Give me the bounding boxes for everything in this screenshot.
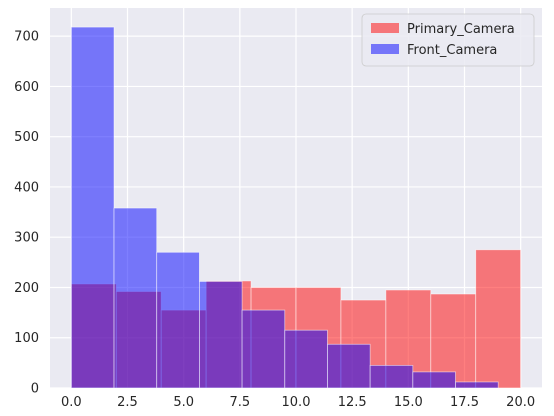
bar-front-camera-0	[70, 26, 115, 389]
histogram-bars	[70, 26, 522, 389]
bar-front-camera-2	[156, 251, 200, 389]
y-tick-label: 200	[14, 281, 39, 296]
series-Front_Camera	[70, 26, 499, 389]
x-tick-label: 15.0	[394, 395, 423, 410]
y-tick-label: 700	[14, 30, 39, 45]
legend: Primary_Camera Front_Camera	[361, 13, 535, 67]
bar-front-camera-9	[455, 381, 499, 389]
bar-front-camera-4	[241, 309, 286, 389]
y-tick-label: 600	[14, 80, 39, 95]
x-tick-label: 10.0	[282, 395, 311, 410]
bar-primary-camera-9	[475, 249, 522, 389]
x-tick-label: 0.0	[61, 395, 82, 410]
legend-label-front-camera: Front_Camera	[407, 43, 497, 58]
y-tick-label: 100	[14, 331, 39, 346]
legend-swatch-primary-camera	[371, 23, 399, 33]
legend-swatch-front-camera	[371, 44, 399, 54]
y-axis-ticks: 0 100 200 300 400 500 600 700	[14, 30, 39, 397]
x-axis-ticks: 0.0 2.5 5.0 7.5 10.0 12.5 15.0 17.5 20.0	[61, 395, 535, 410]
y-tick-label: 300	[14, 231, 39, 246]
x-tick-label: 2.5	[117, 395, 138, 410]
bar-front-camera-5	[284, 329, 328, 389]
x-tick-label: 20.0	[506, 395, 535, 410]
bar-front-camera-3	[198, 281, 243, 389]
y-tick-label: 500	[14, 130, 39, 145]
legend-label-primary-camera: Primary_Camera	[407, 22, 515, 37]
x-tick-label: 12.5	[338, 395, 367, 410]
bar-front-camera-1	[113, 207, 158, 389]
y-tick-label: 0	[31, 382, 39, 397]
bar-front-camera-8	[412, 371, 456, 389]
y-tick-label: 400	[14, 180, 39, 195]
x-tick-label: 7.5	[229, 395, 250, 410]
legend-box	[361, 13, 535, 67]
x-tick-label: 5.0	[173, 395, 194, 410]
x-tick-label: 17.5	[450, 395, 479, 410]
bar-front-camera-7	[369, 364, 414, 389]
bar-front-camera-6	[327, 343, 371, 389]
